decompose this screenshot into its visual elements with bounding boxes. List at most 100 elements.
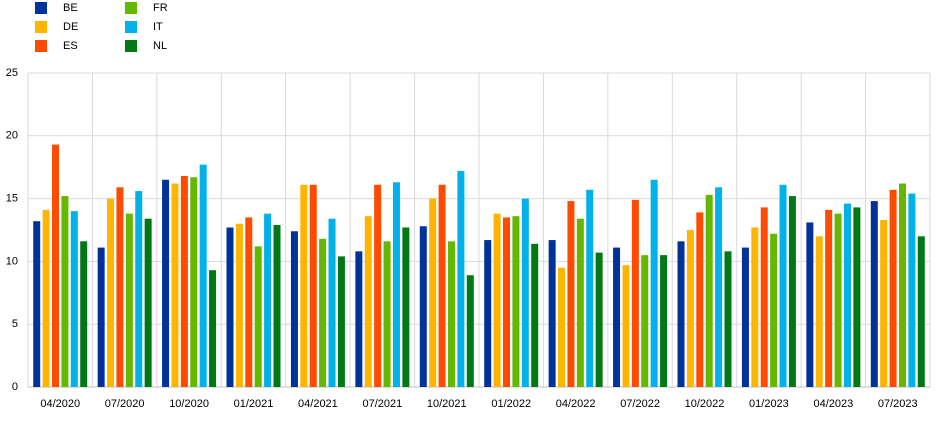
legend-swatch (125, 2, 137, 14)
bar (917, 236, 925, 387)
bar (61, 196, 69, 387)
bar (493, 213, 501, 387)
bar (273, 224, 281, 387)
legend-swatch (125, 21, 137, 33)
legend-swatch (35, 40, 47, 52)
bar (751, 227, 759, 387)
bar (567, 201, 575, 387)
bar (402, 227, 410, 387)
bar (613, 247, 621, 387)
bar (503, 217, 511, 387)
bar (254, 246, 262, 387)
x-tick-label: 07/2022 (620, 398, 660, 410)
bar (42, 209, 50, 387)
bar (760, 207, 768, 387)
bar (290, 231, 298, 387)
bar (97, 247, 105, 387)
bar (328, 218, 336, 387)
bar (392, 182, 400, 387)
x-tick-label: 04/2023 (813, 398, 853, 410)
bar (715, 187, 723, 387)
bar (162, 179, 170, 387)
bar (595, 252, 603, 387)
bar (660, 255, 668, 387)
bar (209, 270, 217, 387)
x-tick-label: 10/2021 (427, 398, 467, 410)
bar (235, 223, 243, 387)
y-tick-label: 0 (12, 381, 18, 393)
bar (641, 255, 649, 387)
bar (724, 251, 732, 387)
bar (908, 193, 916, 387)
bar (622, 265, 630, 387)
bar (586, 189, 594, 387)
bar (135, 191, 143, 387)
bar (199, 164, 207, 387)
bar (447, 241, 455, 387)
bar (190, 177, 198, 387)
x-tick-label: 04/2021 (298, 398, 338, 410)
legend-label: FR (153, 2, 168, 14)
bar (825, 209, 833, 387)
bar (355, 251, 363, 387)
bar (364, 216, 372, 387)
bar (180, 175, 188, 387)
x-tick-label: 07/2020 (105, 398, 145, 410)
bar (650, 179, 658, 387)
bar (319, 238, 327, 387)
bar (337, 256, 345, 387)
bar (631, 199, 639, 387)
bar (880, 219, 888, 387)
bar (107, 198, 115, 387)
bar (788, 196, 796, 387)
x-tick-label: 04/2020 (40, 398, 80, 410)
y-tick-label: 25 (6, 67, 18, 79)
bar (889, 189, 897, 387)
bar (898, 183, 906, 387)
x-tick-label: 10/2020 (169, 398, 209, 410)
legend-label: NL (153, 40, 167, 52)
bar (226, 227, 234, 387)
y-tick-label: 10 (6, 255, 18, 267)
bar (696, 212, 704, 387)
bar (870, 201, 878, 387)
bar (438, 184, 446, 387)
y-tick-label: 15 (6, 193, 18, 205)
bar (374, 184, 382, 387)
bar (843, 203, 851, 387)
bar (383, 241, 391, 387)
legend-label: IT (153, 21, 163, 33)
bar (309, 184, 317, 387)
bar (548, 240, 556, 387)
x-tick-label: 10/2022 (685, 398, 725, 410)
bar (33, 221, 41, 387)
bar (144, 218, 152, 387)
bar (52, 144, 60, 387)
bar (419, 226, 427, 387)
legend-label: BE (63, 2, 78, 14)
bar (834, 213, 842, 387)
bar (125, 213, 133, 387)
bar (770, 233, 778, 387)
bar (80, 241, 88, 387)
bar (429, 198, 437, 387)
bar (484, 240, 492, 387)
bar (576, 218, 584, 387)
bar (686, 230, 694, 387)
bar (558, 267, 566, 387)
legend-swatch (35, 21, 47, 33)
y-tick-label: 5 (12, 318, 18, 330)
legend-swatch (35, 2, 47, 14)
bar (853, 207, 861, 387)
bar (512, 216, 520, 387)
legend-swatch (125, 40, 137, 52)
bar (531, 243, 539, 387)
bar (457, 170, 465, 387)
bar (70, 211, 78, 387)
x-tick-label: 01/2021 (234, 398, 274, 410)
legend-label: DE (63, 21, 78, 33)
legend-label: ES (63, 40, 78, 52)
bar (677, 241, 685, 387)
x-tick-label: 07/2023 (878, 398, 918, 410)
